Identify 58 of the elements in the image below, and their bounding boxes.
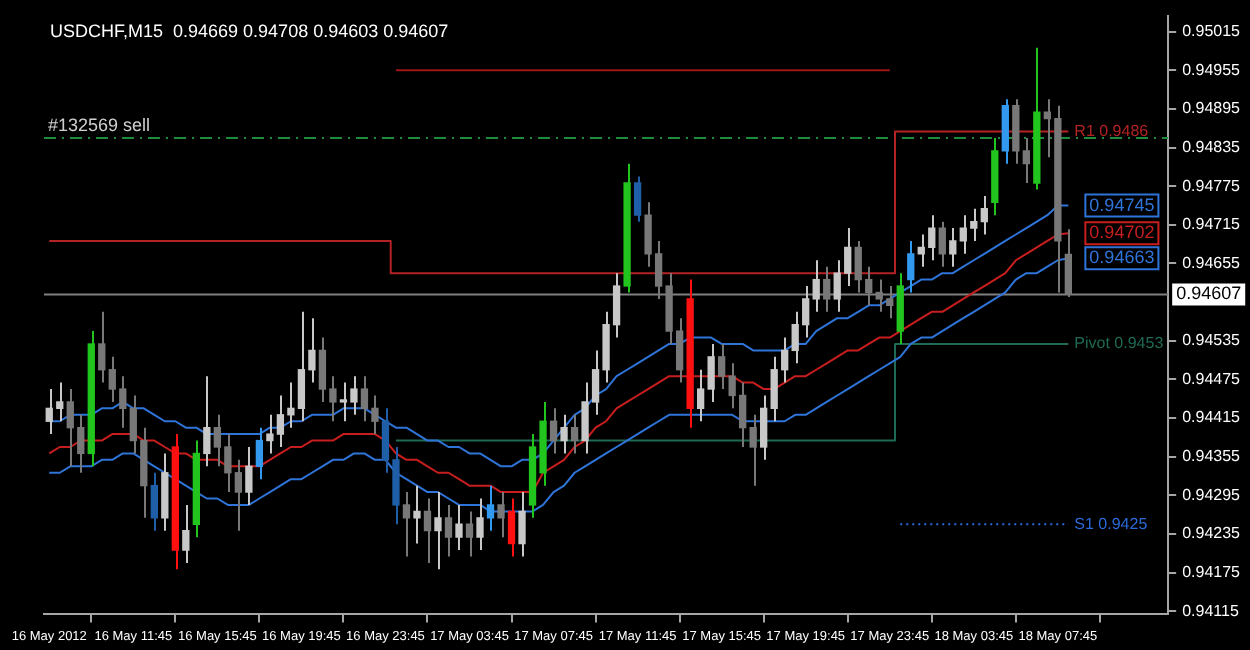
candlestick xyxy=(896,272,904,345)
candlestick xyxy=(518,491,526,558)
candlestick xyxy=(476,497,484,552)
y-tick-label: 0.94895 xyxy=(1182,99,1242,118)
candlestick xyxy=(633,175,642,223)
candlestick xyxy=(182,503,190,564)
candlestick xyxy=(749,413,757,487)
candlestick xyxy=(560,413,568,455)
y-tick-label: 0.94835 xyxy=(1182,138,1242,156)
data-label: 0.94663 xyxy=(1089,247,1155,268)
y-tick-label: 0.94235 xyxy=(1182,524,1242,543)
candlestick xyxy=(245,445,253,506)
chart-title: USDCHF,M15 0.94669 0.94708 0.94603 0.94607 xyxy=(50,20,449,41)
y-tick-label: 0.94475 xyxy=(1182,369,1242,388)
candlestick xyxy=(98,310,106,384)
candlestick xyxy=(434,491,442,571)
y-tick-label: 0.94415 xyxy=(1182,408,1242,427)
y-tick-label: 0.94295 xyxy=(1182,485,1242,504)
candlestick xyxy=(549,407,558,455)
candlestick xyxy=(938,220,946,268)
series-label: R1 0.9486 xyxy=(1074,121,1150,140)
y-tick-label: 0.95015 xyxy=(1182,22,1242,41)
candlestick xyxy=(402,491,411,558)
ref-line-label: #132569 sell xyxy=(48,114,151,135)
candlestick xyxy=(255,426,264,481)
data-label: 0.94702 xyxy=(1089,222,1155,243)
candlestick xyxy=(455,503,463,552)
candlestick xyxy=(1012,98,1020,165)
candlestick xyxy=(444,503,453,558)
candlestick xyxy=(413,484,421,545)
candlestick xyxy=(423,497,432,564)
candlestick xyxy=(1022,136,1030,185)
y-tick-label: 0.94775 xyxy=(1182,176,1242,195)
series-label: Pivot 0.9453 xyxy=(1074,334,1165,353)
y-tick-label: 0.94715 xyxy=(1182,215,1242,234)
candlestick xyxy=(497,491,505,539)
y-tick-label: 0.94655 xyxy=(1182,253,1242,272)
y-tick-label: 0.94535 xyxy=(1182,331,1242,350)
candlestick xyxy=(1001,98,1009,165)
candlestick xyxy=(907,239,915,294)
candlestick xyxy=(760,394,768,461)
series-label: S1 0.9425 xyxy=(1074,514,1149,533)
y-tick-label: 0.94115 xyxy=(1182,601,1240,620)
y-tick-label: 0.94355 xyxy=(1182,447,1242,466)
candlestick xyxy=(570,413,579,455)
candlestick xyxy=(949,227,957,268)
candlestick xyxy=(812,259,820,313)
candlestick xyxy=(465,510,474,558)
candlestick xyxy=(161,452,169,532)
candlestick xyxy=(507,497,516,558)
y-tick-label: 0.94175 xyxy=(1182,562,1242,581)
candlestick xyxy=(150,471,158,532)
ref-line-label: 0.94607 xyxy=(1176,283,1242,304)
y-tick-label: 0.94955 xyxy=(1182,60,1242,79)
candlestick xyxy=(980,194,988,236)
candlestick xyxy=(203,375,211,468)
data-label: 0.94745 xyxy=(1089,194,1155,215)
candlestick xyxy=(486,484,495,532)
